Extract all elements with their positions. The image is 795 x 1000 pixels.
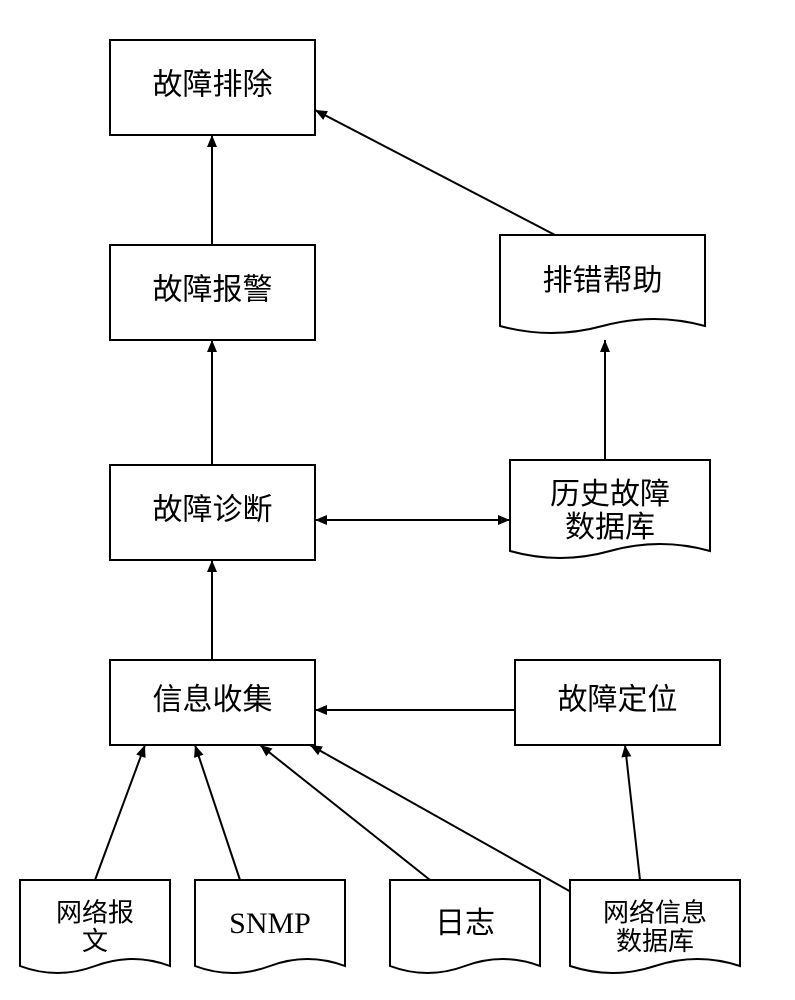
node-fault_elim-label: 故障排除 xyxy=(153,68,273,101)
node-debug_help: 排错帮助 xyxy=(500,235,705,333)
node-hist_db-label-line2: 数据库 xyxy=(565,511,655,544)
edge-debug_help-to-fault_elim xyxy=(315,110,555,235)
edge-snmp-to-info_collect xyxy=(195,745,240,880)
node-log: 日志 xyxy=(390,880,540,973)
node-fault_diag-label: 故障诊断 xyxy=(153,493,273,526)
node-info_collect-label: 信息收集 xyxy=(153,683,273,716)
node-log-label: 日志 xyxy=(435,907,495,940)
node-fault_loc: 故障定位 xyxy=(515,660,720,745)
node-fault_diag: 故障诊断 xyxy=(110,465,315,560)
node-fault_alarm: 故障报警 xyxy=(110,245,315,340)
flowchart-canvas: 故障排除故障报警故障诊断信息收集故障定位排错帮助历史故障数据库网络报文SNMP日… xyxy=(0,0,795,1000)
node-snmp: SNMP xyxy=(195,880,345,973)
node-net_db: 网络信息数据库 xyxy=(570,880,740,973)
edge-net_msg-to-info_collect xyxy=(95,745,145,880)
node-net_db-label-line1: 网络信息 xyxy=(603,898,707,927)
node-debug_help-label: 排错帮助 xyxy=(543,264,663,297)
node-net_msg-label-line1: 网络报 xyxy=(56,898,134,927)
node-fault_elim: 故障排除 xyxy=(110,40,315,135)
node-info_collect: 信息收集 xyxy=(110,660,315,745)
node-snmp-label: SNMP xyxy=(229,907,311,940)
node-net_msg-label-line2: 文 xyxy=(82,927,108,956)
nodes-layer: 故障排除故障报警故障诊断信息收集故障定位排错帮助历史故障数据库网络报文SNMP日… xyxy=(20,40,740,973)
edge-net_db-to-fault_loc xyxy=(625,745,640,880)
node-hist_db-label-line1: 历史故障 xyxy=(550,478,670,511)
node-net_db-label-line2: 数据库 xyxy=(616,927,694,956)
node-hist_db: 历史故障数据库 xyxy=(510,460,710,558)
node-fault_alarm-label: 故障报警 xyxy=(153,273,273,306)
node-fault_loc-label: 故障定位 xyxy=(558,683,678,716)
node-net_msg: 网络报文 xyxy=(20,880,170,973)
edge-net_db-to-info_collect xyxy=(310,745,580,897)
